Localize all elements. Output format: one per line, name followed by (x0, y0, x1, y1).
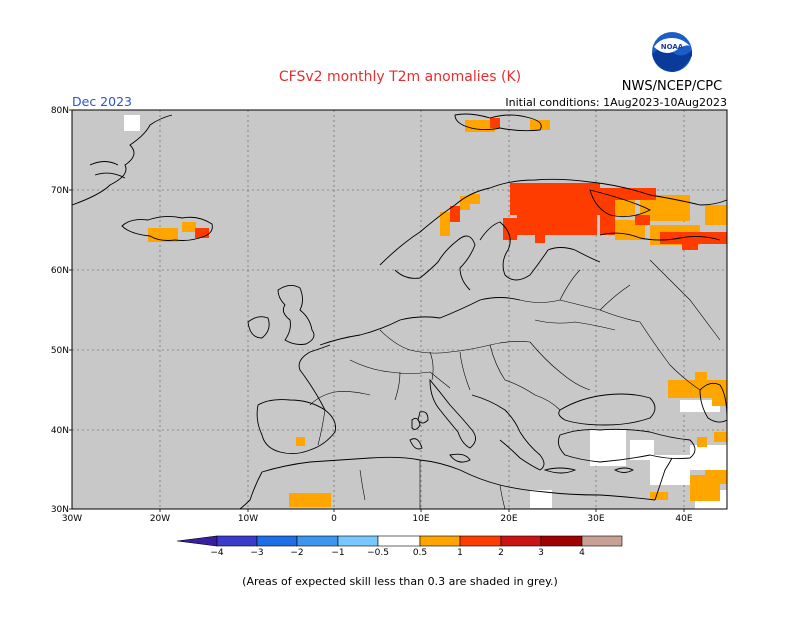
lon-label-10w: 10W (238, 514, 258, 524)
legend-swatch (296, 535, 339, 547)
legend-tick-label: 4 (579, 548, 585, 558)
legend-tick-label: −4 (210, 548, 224, 558)
legend-tick-label: 0.5 (413, 548, 427, 558)
forecast-month: Dec 2023 (72, 94, 132, 109)
lon-label-40e: 40E (675, 514, 692, 524)
legend-tick-label: 2 (498, 548, 504, 558)
map-panel (71, 109, 728, 510)
noaa-logo: NOAA (652, 32, 692, 72)
legend-swatch (256, 535, 298, 547)
legend-swatch (500, 535, 542, 547)
legend-tick-label: −0.5 (367, 548, 389, 558)
longitude-axis: 30W 20W 10W 0 10E 20E 30E 40E (62, 514, 693, 524)
lon-label-30e: 30E (587, 514, 604, 524)
legend-tick-label: 3 (538, 548, 544, 558)
legend-tick-label: −3 (250, 548, 263, 558)
skill-footnote: (Areas of expected skill less than 0.3 a… (242, 575, 558, 588)
lat-label-30n: 30N (51, 505, 69, 515)
legend-tick-label: −2 (290, 548, 303, 558)
legend-swatch (176, 535, 218, 547)
legend-swatch (377, 535, 421, 547)
chart-title: CFSv2 monthly T2m anomalies (K) (279, 69, 521, 85)
legend-swatch (216, 535, 258, 547)
anomaly-1-to-2-patches (195, 118, 727, 250)
latitude-ticks (69, 109, 72, 510)
map-frame (71, 109, 728, 510)
lon-label-0: 0 (331, 514, 337, 524)
legend-tick-labels: −4 −3 −2 −1 −0.5 0.5 1 2 3 4 (210, 548, 585, 558)
legend-swatch (540, 535, 583, 547)
lat-label-80n: 80N (51, 106, 69, 116)
color-legend: −4 −3 −2 −1 −0.5 0.5 1 2 3 4 (176, 535, 623, 558)
legend-tick-label: −1 (331, 548, 344, 558)
latitude-axis: 80N 70N 60N 50N 40N 30N (51, 106, 69, 515)
skill-grey-background (72, 110, 727, 509)
longitude-ticks (159, 509, 685, 512)
coastlines (71, 113, 728, 510)
legend-swatch (459, 535, 502, 547)
lon-label-30w: 30W (62, 514, 82, 524)
agency-label: NWS/NCEP/CPC (622, 79, 722, 94)
legend-swatches (176, 535, 623, 547)
lon-label-20e: 20E (500, 514, 517, 524)
logo-text: NOAA (661, 43, 684, 51)
legend-swatch (419, 535, 461, 547)
lat-label-40n: 40N (51, 426, 69, 436)
lat-label-50n: 50N (51, 346, 69, 356)
lat-label-70n: 70N (51, 186, 69, 196)
legend-swatch (337, 535, 379, 547)
legend-tick-label: 1 (457, 548, 463, 558)
lat-label-60n: 60N (51, 266, 69, 276)
lon-label-10e: 10E (412, 514, 429, 524)
country-borders (309, 259, 721, 510)
initial-conditions: Initial conditions: 1Aug2023-10Aug2023 (505, 96, 727, 109)
legend-swatch (581, 535, 623, 547)
lon-label-20w: 20W (150, 514, 170, 524)
